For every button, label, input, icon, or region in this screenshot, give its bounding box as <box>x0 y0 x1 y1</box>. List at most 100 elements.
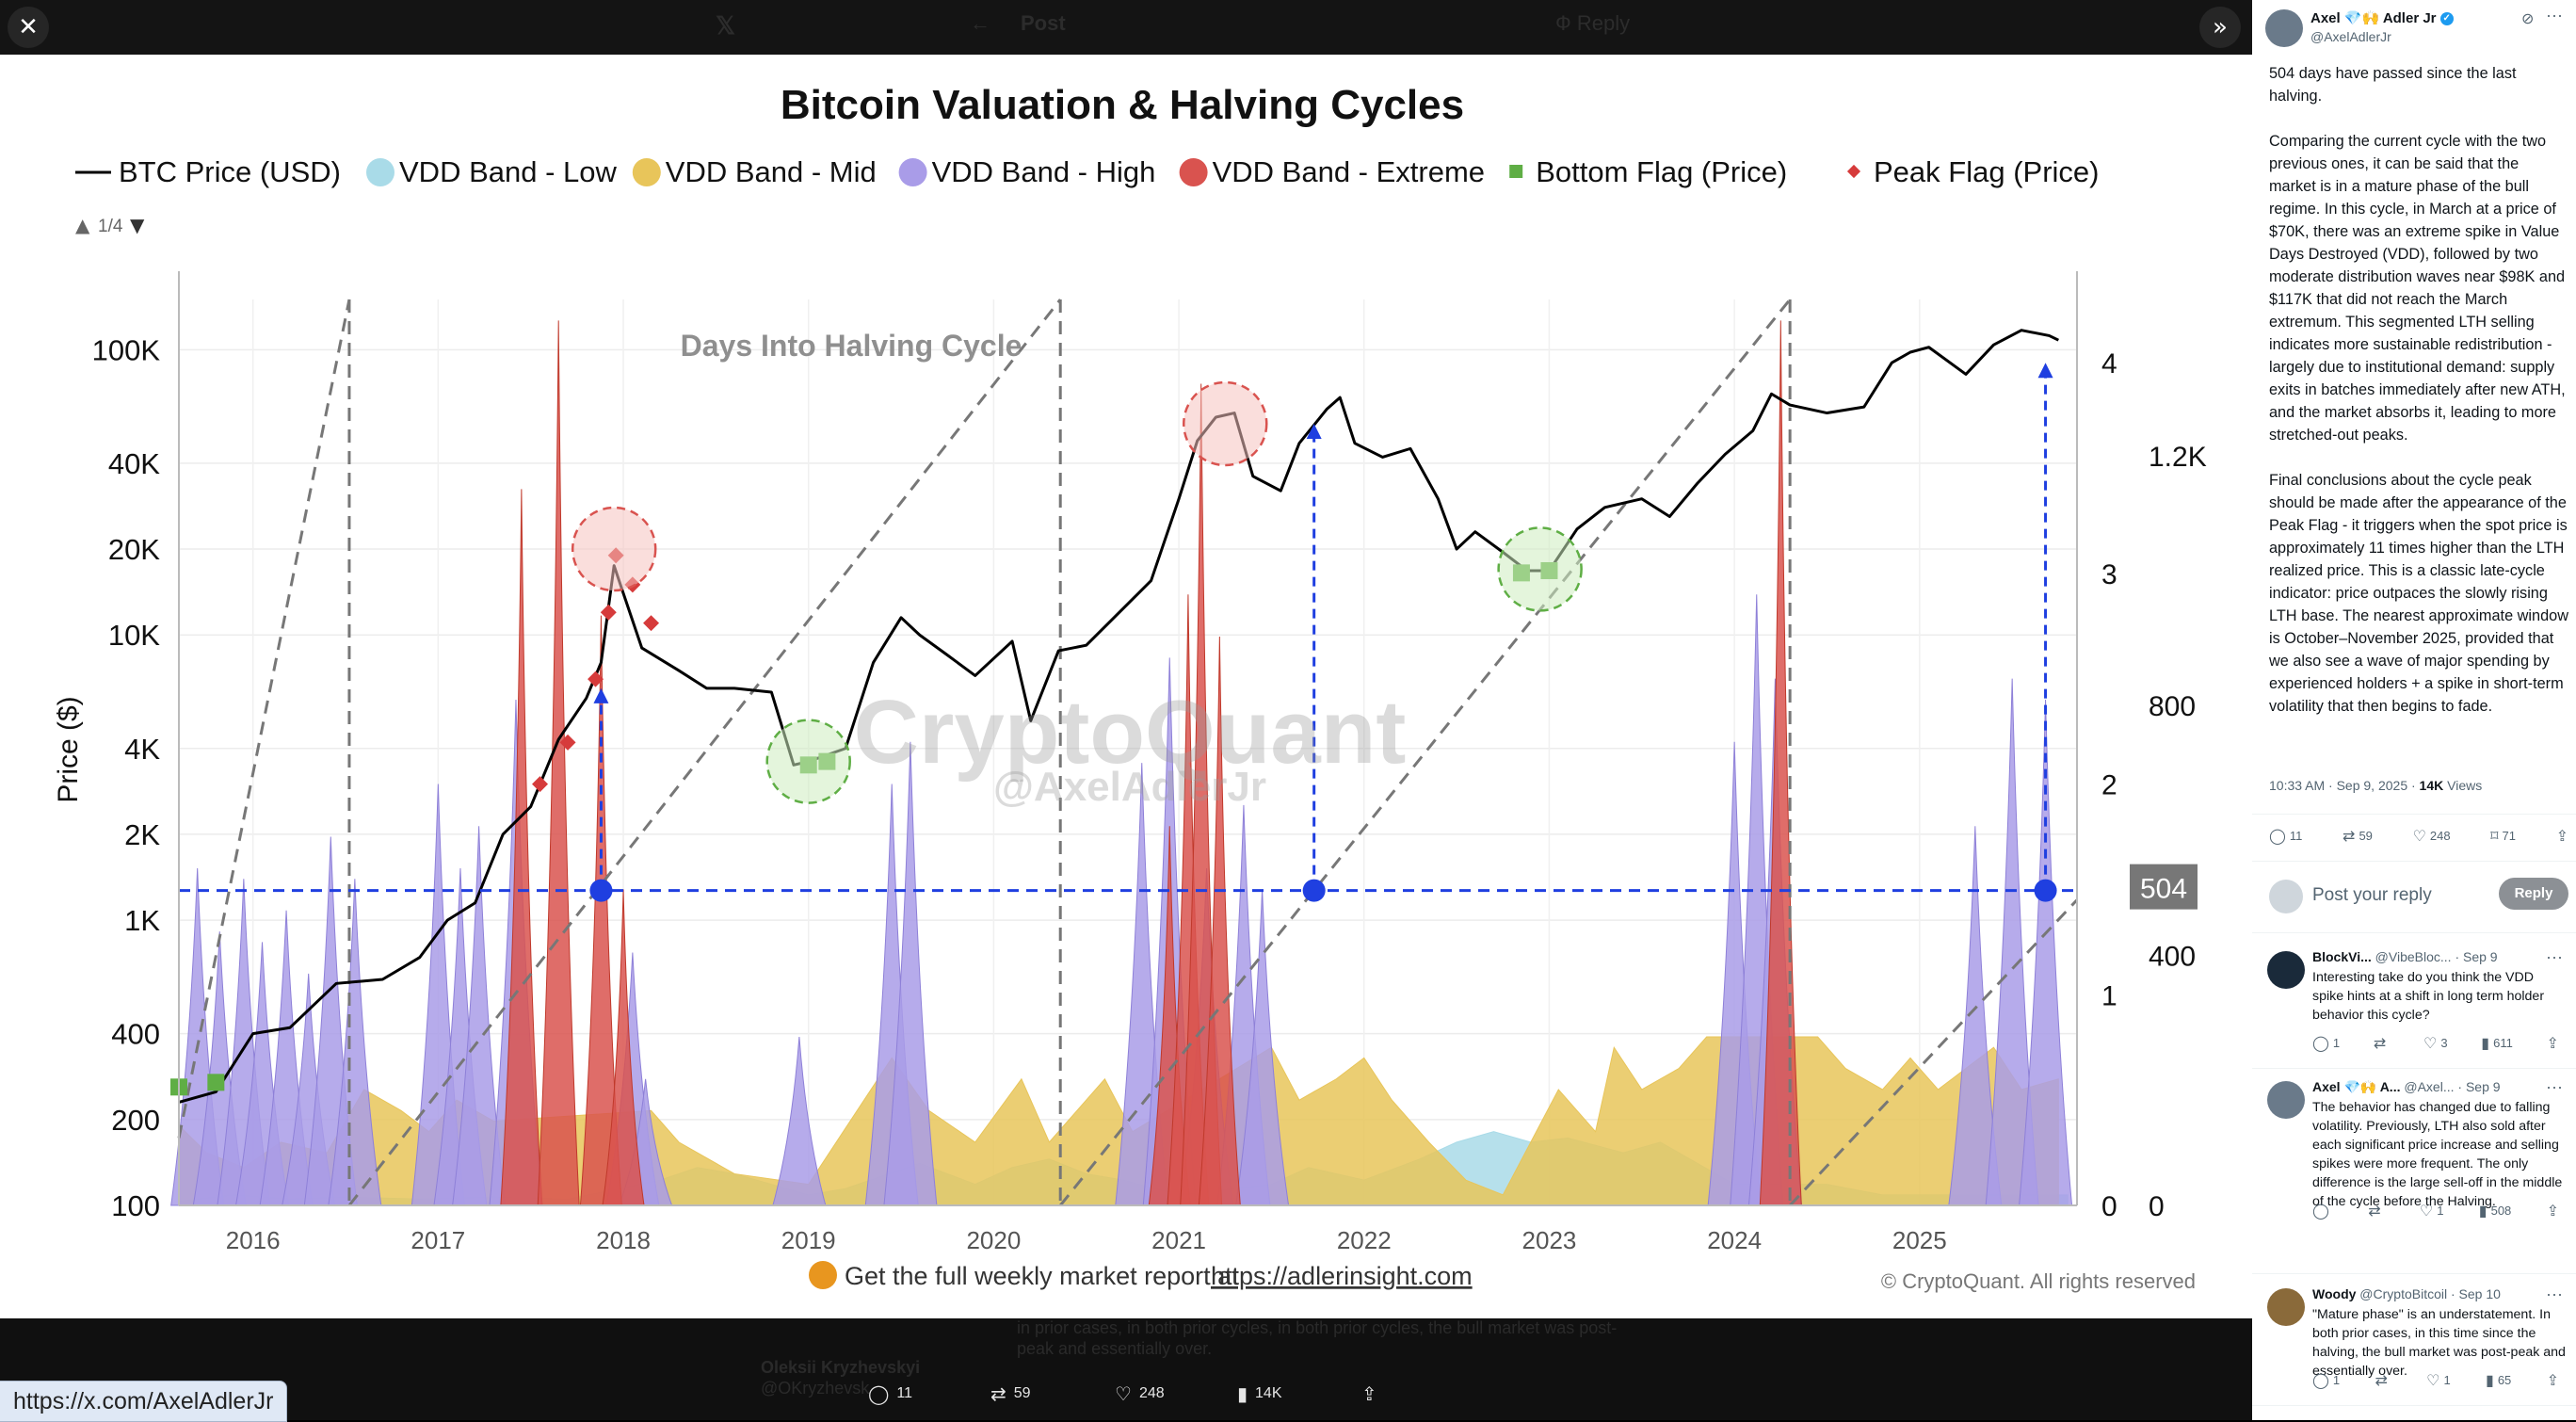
views-action[interactable]: ▮ 508 <box>2479 1202 2512 1220</box>
x-tick-label: 2023 <box>1522 1226 1577 1254</box>
y-tick-label: 200 <box>111 1104 160 1137</box>
reply-author-name[interactable]: BlockVi... <box>2312 949 2372 964</box>
reply-count: 1 <box>2332 1373 2341 1387</box>
peak-flag <box>559 734 576 751</box>
post-views-count: 14K <box>2419 778 2444 793</box>
right-inner-tick-label: 0 <box>2101 1191 2117 1222</box>
report-coin-icon <box>809 1261 837 1289</box>
reply-icon: ◯ <box>868 1382 890 1405</box>
repost-action[interactable]: ⇄ <box>2375 1371 2391 1389</box>
like-count: 1 <box>2443 1373 2451 1387</box>
marker-arrowhead <box>593 687 609 703</box>
like-action[interactable]: ♡ 248 <box>2413 827 2451 845</box>
watermark-cryptoquant: CryptoQuant <box>854 682 1407 783</box>
repost-action[interactable]: ⇄ <box>2374 1034 2390 1052</box>
peak-flag <box>532 776 549 793</box>
like-action[interactable]: ♡ 1 <box>2426 1371 2451 1389</box>
reply-avatar[interactable] <box>2267 951 2305 989</box>
vdd-high-spike <box>772 1036 827 1206</box>
reply-date: · Sep 9 <box>2455 949 2498 964</box>
author-name-line[interactable]: Axel 💎🙌 Adler Jr ✓ <box>2310 9 2454 26</box>
views-action[interactable]: ▮ 611 <box>2481 1034 2513 1052</box>
repost-icon: ⇄ <box>2368 1202 2381 1220</box>
dock-views-count: 14K <box>1255 1385 1282 1401</box>
reply-icon: ◯ <box>2312 1034 2329 1052</box>
reply-item[interactable]: Axel 💎🙌 A... @Axel... · Sep 9 ··· The be… <box>2252 1077 2576 1275</box>
like-action[interactable]: ♡ 3 <box>2423 1034 2448 1052</box>
more-icon[interactable]: ··· <box>2546 1077 2563 1096</box>
views-icon: ▮ <box>2478 1202 2487 1220</box>
repost-action[interactable]: ⇄ 59 <box>2343 827 2373 845</box>
reply-item[interactable]: BlockVi... @VibeBloc... · Sep 9 ··· Inte… <box>2252 947 2576 1070</box>
reply-avatar[interactable] <box>2267 1288 2305 1326</box>
post-meta: 10:33 AM · Sep 9, 2025 · 14K Views <box>2269 778 2482 793</box>
reply-button[interactable]: Reply <box>2499 878 2568 910</box>
expand-sidebar-button[interactable]: » <box>2199 7 2241 48</box>
share-action[interactable]: ⇪ <box>2547 1371 2559 1389</box>
legend-dot <box>898 158 927 186</box>
repost-action[interactable]: ⇄ <box>2368 1202 2384 1220</box>
reply-author-name[interactable]: Axel 💎🙌 A... <box>2312 1079 2401 1094</box>
vdd-high-spike <box>328 879 382 1206</box>
legend-label: Bottom Flag (Price) <box>1536 155 1787 188</box>
chart-legend: BTC Price (USD) VDD Band - Low VDD Band - … <box>75 155 2099 188</box>
legend-pager-down: ▼ <box>130 214 145 236</box>
reply-action[interactable]: ◯ 11 <box>2269 827 2302 845</box>
reply-header: Woody @CryptoBitcoil · Sep 10 <box>2312 1286 2501 1301</box>
reply-input[interactable]: Post your reply <box>2312 885 2432 905</box>
share-icon: ⇪ <box>2546 1034 2559 1052</box>
post-sidebar: Axel 💎🙌 Adler Jr ✓ @AxelAdlerJr ⊘ ··· 50… <box>2252 0 2576 1420</box>
reply-handle: @CryptoBitcoil <box>2359 1286 2448 1301</box>
dock-share[interactable]: ⇪ <box>1361 1382 1377 1405</box>
views-icon: ▮ <box>2486 1371 2494 1389</box>
marker-dot <box>589 879 613 902</box>
more-icon[interactable]: ··· <box>2546 1285 2563 1303</box>
share-action[interactable]: ⇪ <box>2556 827 2568 845</box>
reply-action[interactable]: ◯ 1 <box>2312 1371 2340 1389</box>
legend-diamond <box>1846 164 1861 179</box>
repost-count: 59 <box>2359 829 2373 843</box>
dock-views[interactable]: ▮ 14K <box>1237 1382 1281 1405</box>
dock-replies[interactable]: ◯ 11 <box>868 1382 912 1405</box>
chart: Bitcoin Valuation & Halving Cycles BTC P… <box>53 82 2207 1293</box>
right-inner-tick-label: 4 <box>2101 348 2117 380</box>
reply-avatar[interactable] <box>2267 1081 2305 1119</box>
bottom-highlight-circle <box>1497 526 1583 612</box>
author-name: Axel 💎🙌 Adler Jr <box>2310 10 2437 26</box>
reply-author-name[interactable]: Woody <box>2312 1286 2357 1301</box>
highlight-504-label: 504 <box>2140 874 2187 905</box>
author-handle[interactable]: @AxelAdlerJr <box>2310 29 2391 44</box>
faded-back-arrow: ← <box>970 11 990 35</box>
dock-likes[interactable]: ♡ 248 <box>1115 1382 1165 1405</box>
peak-highlight-circle <box>1183 380 1268 467</box>
share-action[interactable]: ⇪ <box>2547 1034 2559 1052</box>
vdd-extreme-spike <box>1198 636 1241 1206</box>
grok-icon[interactable]: ⊘ <box>2521 9 2535 27</box>
author-avatar[interactable] <box>2265 9 2303 47</box>
y-tick-label: 2K <box>124 818 160 851</box>
reply-item[interactable]: Woody @CryptoBitcoil · Sep 10 ··· "Matur… <box>2252 1285 2576 1407</box>
reply-actions: ◯ ⇄ ♡ 1 ▮ 508 ⇪ <box>2312 1202 2559 1220</box>
reply-icon: ◯ <box>2269 827 2286 845</box>
more-icon[interactable]: ··· <box>2546 947 2563 966</box>
like-action[interactable]: ♡ 1 <box>2420 1202 2444 1220</box>
x-tick-label: 2019 <box>781 1226 836 1254</box>
divider <box>2252 814 2576 815</box>
heart-icon: ♡ <box>1115 1382 1132 1405</box>
y-tick-label: 40K <box>108 447 160 480</box>
close-button[interactable]: ✕ <box>8 7 49 48</box>
share-action[interactable]: ⇪ <box>2547 1202 2559 1220</box>
divider <box>2252 1405 2576 1406</box>
more-icon[interactable]: ··· <box>2546 6 2563 24</box>
views-count: 65 <box>2497 1373 2512 1387</box>
legend-item: Peak Flag (Price) <box>1846 155 2099 188</box>
reply-action[interactable]: ◯ 1 <box>2312 1034 2340 1052</box>
legend-pager[interactable]: ▲ 1/4 ▼ <box>75 214 145 236</box>
dock-reposts[interactable]: ⇄ 59 <box>990 1382 1031 1405</box>
bookmark-action[interactable]: ⌑ 71 <box>2490 827 2516 845</box>
divider <box>2252 861 2576 862</box>
footer-link[interactable]: https://adlerinsight.com <box>1211 1262 1473 1290</box>
highlight-circles <box>571 380 1583 804</box>
views-action[interactable]: ▮ 65 <box>2486 1371 2511 1389</box>
reply-action[interactable]: ◯ <box>2312 1202 2333 1220</box>
